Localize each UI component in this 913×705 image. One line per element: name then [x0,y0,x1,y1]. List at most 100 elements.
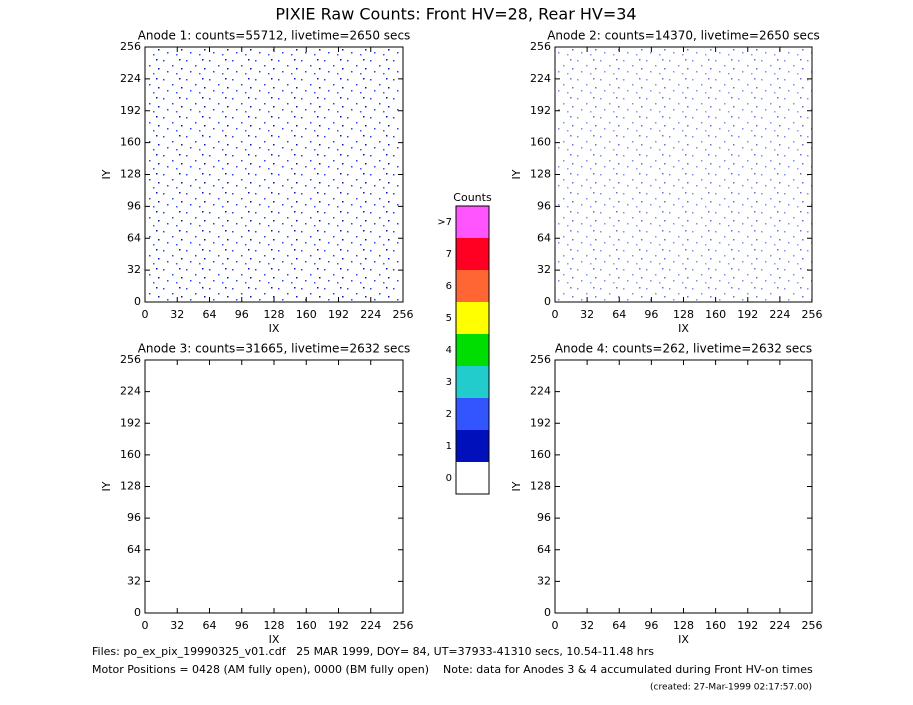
x-tick-label: 32 [580,619,594,632]
colorbar-label: 4 [446,345,452,356]
colorbar-label: 0 [446,473,452,484]
y-tick-label: 160 [530,136,551,149]
colorbar-title: Counts [453,191,492,204]
y-tick-label: 256 [530,353,551,366]
x-tick-label: 64 [612,308,626,321]
x-axis-label: IX [269,633,280,646]
y-tick-label: 224 [120,385,141,398]
y-tick-label: 128 [120,168,141,181]
x-tick-label: 64 [612,619,626,632]
y-tick-label: 128 [530,480,551,493]
y-tick-label: 64 [127,543,141,556]
y-tick-label: 192 [530,104,551,117]
x-tick-label: 256 [393,308,414,321]
texture [146,48,402,301]
y-axis-label: IY [510,169,523,179]
x-tick-label: 96 [644,308,658,321]
y-tick-label: 0 [544,295,551,308]
x-tick-label: 128 [264,619,285,632]
x-tick-label: 64 [203,619,217,632]
x-tick-label: 256 [802,308,823,321]
colorbar-label: >7 [437,217,452,228]
panel-title: Anode 2: counts=14370, livetime=2650 sec… [547,29,820,43]
y-tick-label: 32 [127,263,141,276]
y-tick-label: 128 [120,480,141,493]
y-tick-label: 64 [537,543,551,556]
y-tick-label: 256 [530,40,551,53]
y-tick-label: 64 [537,231,551,244]
x-tick-label: 160 [296,619,317,632]
y-tick-label: 128 [530,168,551,181]
footer-motor: Motor Positions = 0428 (AM fully open), … [92,663,813,676]
x-tick-label: 192 [737,619,758,632]
x-tick-label: 224 [360,308,381,321]
panel-title: Anode 1: counts=55712, livetime=2650 sec… [138,29,411,43]
colorbar-label: 1 [446,441,452,452]
x-tick-label: 96 [644,619,658,632]
texture [556,48,812,301]
x-axis-label: IX [678,633,689,646]
x-tick-label: 256 [393,619,414,632]
colorbar-swatch [456,302,489,334]
y-axis-label: IY [510,481,523,491]
x-tick-label: 32 [170,308,184,321]
x-tick-label: 160 [296,308,317,321]
x-tick-label: 0 [142,308,149,321]
y-tick-label: 192 [120,104,141,117]
x-tick-label: 224 [360,619,381,632]
y-tick-label: 256 [120,353,141,366]
colorbar-swatch [456,398,489,430]
x-tick-label: 128 [673,619,694,632]
y-tick-label: 0 [544,606,551,619]
y-tick-label: 192 [120,416,141,429]
y-tick-label: 96 [537,199,551,212]
x-tick-label: 0 [142,619,149,632]
y-axis-label: IY [100,169,113,179]
y-tick-label: 160 [120,136,141,149]
y-tick-label: 192 [530,416,551,429]
colorbar-frame [455,205,490,495]
plot-frame [554,359,813,614]
y-tick-label: 96 [537,511,551,524]
y-tick-label: 32 [127,574,141,587]
colorbar-label: 3 [446,377,452,388]
panel-title: Anode 4: counts=262, livetime=2632 secs [555,342,812,356]
y-tick-label: 160 [120,448,141,461]
y-tick-label: 0 [134,606,141,619]
x-tick-label: 32 [170,619,184,632]
y-tick-label: 32 [537,263,551,276]
x-tick-label: 128 [673,308,694,321]
x-tick-label: 192 [737,308,758,321]
page-title: PIXIE Raw Counts: Front HV=28, Rear HV=3… [275,5,636,24]
colorbar-label: 2 [446,409,452,420]
x-tick-label: 96 [235,619,249,632]
colorbar-swatch [456,462,489,494]
y-tick-label: 224 [530,385,551,398]
panel-title: Anode 3: counts=31665, livetime=2632 sec… [138,342,411,356]
x-tick-label: 192 [328,619,349,632]
colorbar-swatch [456,238,489,270]
colorbar-swatch [456,430,489,462]
x-tick-label: 160 [705,619,726,632]
y-tick-label: 96 [127,199,141,212]
y-tick-label: 96 [127,511,141,524]
colorbar-swatch [456,366,489,398]
y-tick-label: 64 [127,231,141,244]
colorbar-label: 5 [446,313,452,324]
x-tick-label: 192 [328,308,349,321]
x-tick-label: 224 [769,619,790,632]
y-axis-label: IY [100,481,113,491]
y-tick-label: 160 [530,448,551,461]
footer-created: (created: 27-Mar-1999 02:17:57.00) [650,683,812,693]
x-tick-label: 128 [264,308,285,321]
colorbar-swatch [456,206,489,238]
colorbar-swatch [456,334,489,366]
colorbar-label: 6 [446,281,452,292]
x-axis-label: IX [678,322,689,335]
x-tick-label: 32 [580,308,594,321]
colorbar-label: 7 [446,249,452,260]
plot-frame [144,359,404,614]
x-tick-label: 96 [235,308,249,321]
y-tick-label: 224 [530,72,551,85]
